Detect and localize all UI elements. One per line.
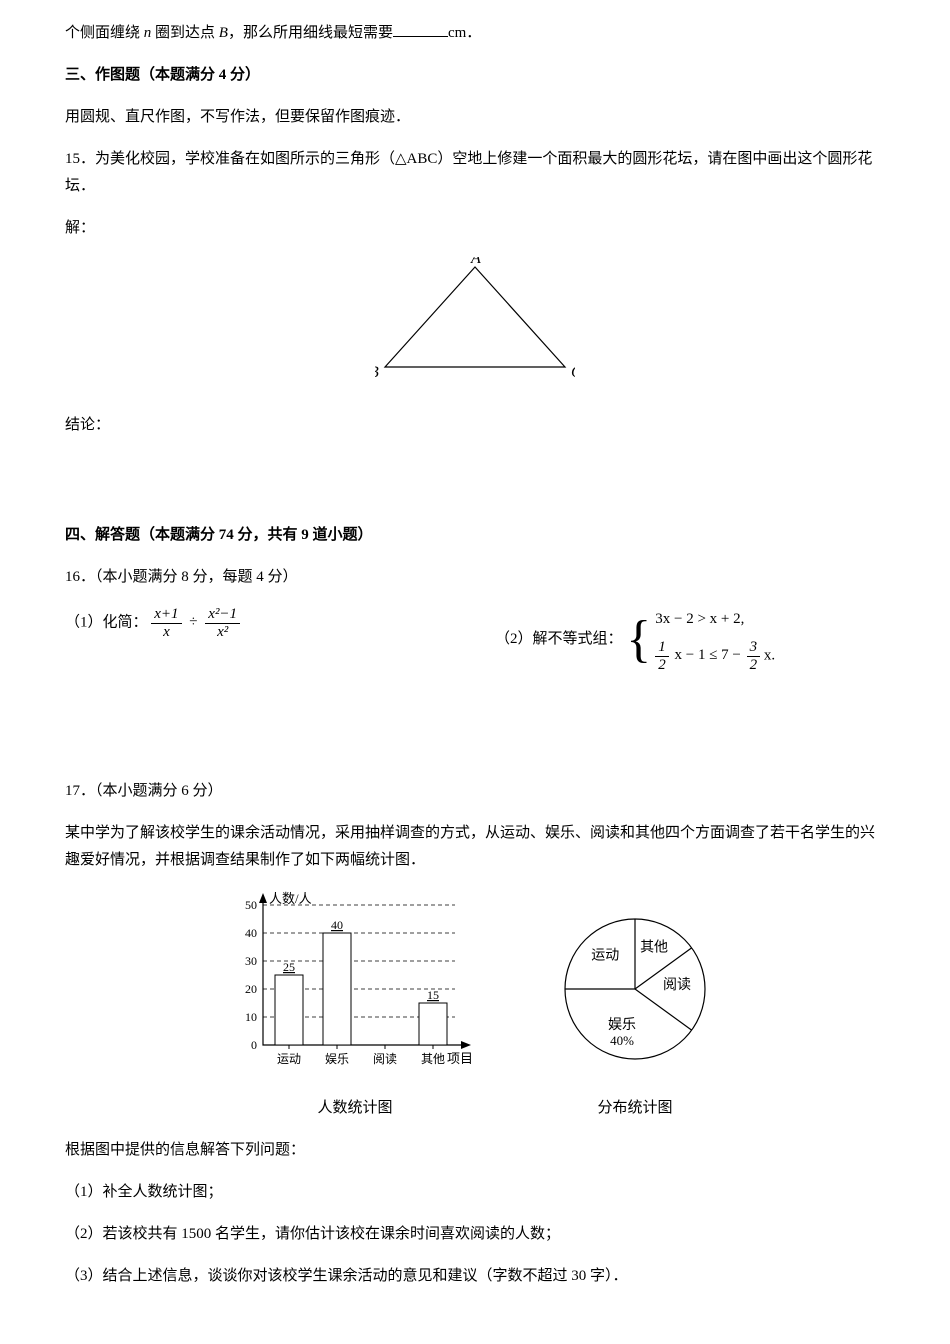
pie-chart-svg: 其他阅读娱乐40% 运动 — [545, 899, 725, 1079]
bar-caption: 人数统计图 — [225, 1095, 485, 1122]
q17-after: 根据图中提供的信息解答下列问题： — [65, 1137, 885, 1164]
svg-text:40: 40 — [331, 918, 343, 932]
svg-text:阅读: 阅读 — [663, 976, 691, 993]
frag-unit: cm． — [448, 25, 481, 41]
charts-row: 0102030405025运动40娱乐阅读15其他人数/人项目 人数统计图 其他… — [65, 889, 885, 1122]
q16-head: 16．（本小题满分 8 分，每题 4 分） — [65, 564, 885, 591]
p1-frac2-den: x² — [205, 624, 240, 641]
ineq2-tail: x. — [764, 647, 775, 663]
section3-title: 三、作图题（本题满分 4 分） — [65, 62, 885, 89]
q15a: 15．为美化校园，学校准备在如图所示的三角形（ — [65, 151, 395, 167]
svg-text:其他: 其他 — [421, 1052, 445, 1066]
svg-text:10: 10 — [245, 1010, 257, 1024]
p1-label: （1）化简： — [65, 614, 148, 630]
q17-s2: （2）若该校共有 1500 名学生，请你估计该校在课余时间喜欢阅读的人数； — [65, 1221, 885, 1248]
p1-frac1-num: x+1 — [151, 606, 181, 624]
svg-text:娱乐: 娱乐 — [325, 1052, 349, 1066]
svg-text:运动: 运动 — [591, 947, 619, 963]
blank-fill — [393, 21, 448, 37]
q15-answer-label: 解： — [65, 215, 885, 242]
spacer2 — [65, 673, 885, 763]
q17-s1: （1）补全人数统计图； — [65, 1179, 885, 1206]
svg-text:15: 15 — [427, 988, 439, 1002]
q17-s3: （3）结合上述信息，谈谈你对该校学生课余活动的意见和建议（字数不超过 30 字）… — [65, 1263, 885, 1290]
svg-text:娱乐: 娱乐 — [608, 1017, 636, 1033]
svg-text:人数/人: 人数/人 — [269, 891, 312, 906]
p1-div: ÷ — [185, 614, 201, 630]
section4-title: 四、解答题（本题满分 74 分，共有 9 道小题） — [65, 522, 885, 549]
q16-part2: （2）解不等式组： { 3x − 2 > x + 2, 1 2 x − 1 ≤ … — [495, 606, 885, 673]
q15-text: 15．为美化校园，学校准备在如图所示的三角形（△ABC）空地上修建一个面积最大的… — [65, 146, 885, 200]
ineq2-f2-den: 2 — [747, 657, 761, 674]
pie-caption: 分布统计图 — [545, 1095, 725, 1122]
ineq2-f1-num: 1 — [655, 639, 669, 657]
svg-text:50: 50 — [245, 898, 257, 912]
svg-text:30: 30 — [245, 954, 257, 968]
q16-two-col: （1）化简： x+1 x ÷ x²−1 x² （2）解不等式组： { 3x − … — [65, 606, 885, 673]
q17-para: 某中学为了解该校学生的课余活动情况，采用抽样调查的方式，从运动、娱乐、阅读和其他… — [65, 820, 885, 874]
ineq2-f1: 1 2 — [655, 639, 669, 673]
ineq2-f2-num: 3 — [747, 639, 761, 657]
frag-mid: 圈到达点 — [151, 25, 219, 41]
ineq2-f2: 3 2 — [747, 639, 761, 673]
triangle-svg: A B C — [375, 257, 575, 387]
svg-text:40: 40 — [245, 926, 257, 940]
ineq-lines: 3x − 2 > x + 2, 1 2 x − 1 ≤ 7 − 3 2 x. — [655, 606, 775, 673]
svg-text:20: 20 — [245, 982, 257, 996]
svg-text:40%: 40% — [610, 1033, 634, 1048]
brace-icon: { — [626, 614, 651, 666]
pie-chart-box: 其他阅读娱乐40% 运动 分布统计图 — [545, 899, 725, 1122]
ineq1: 3x − 2 > x + 2, — [655, 606, 775, 633]
q17-head: 17．（本小题满分 6 分） — [65, 778, 885, 805]
frag-pre: 个侧面缠绕 — [65, 25, 144, 41]
bar-chart-box: 0 10 20 30 40 50 25 运动 40 娱乐 阅读 15 其他 人数/人项目 人数统计图 — [225, 889, 485, 1122]
svg-text:项目: 项目 — [447, 1051, 473, 1066]
section3-rule: 用圆规、直尺作图，不写作法，但要保留作图痕迹． — [65, 104, 885, 131]
p1-frac1-den: x — [151, 624, 181, 641]
ineq2-f1-den: 2 — [655, 657, 669, 674]
p2-label: （2）解不等式组： — [495, 631, 623, 647]
fragment-line: 个侧面缠绕 n 圈到达点 B，那么所用细线最短需要cm． — [65, 20, 885, 47]
svg-text:25: 25 — [283, 960, 295, 974]
q16-part1: （1）化简： x+1 x ÷ x²−1 x² — [65, 606, 455, 673]
spacer1 — [65, 454, 885, 514]
ineq-system: { 3x − 2 > x + 2, 1 2 x − 1 ≤ 7 − 3 2 x. — [626, 606, 775, 673]
svg-text:C: C — [571, 364, 575, 381]
ineq2: 1 2 x − 1 ≤ 7 − 3 2 x. — [655, 639, 775, 673]
p1-frac1: x+1 x — [151, 606, 181, 640]
svg-text:运动: 运动 — [277, 1052, 301, 1066]
p1-frac2: x²−1 x² — [205, 606, 240, 640]
p1-frac2-num: x²−1 — [205, 606, 240, 624]
svg-text:B: B — [375, 364, 379, 381]
svg-text:其他: 其他 — [640, 940, 668, 956]
ineq2-mid: x − 1 ≤ 7 − — [672, 647, 742, 663]
triangle-figure: A B C — [65, 257, 885, 397]
svg-text:阅读: 阅读 — [373, 1052, 397, 1066]
bar-chart-svg: 0 10 20 30 40 50 25 运动 40 娱乐 阅读 15 其他 人数/人项目 — [225, 889, 485, 1079]
q15-conclusion-label: 结论： — [65, 412, 885, 439]
frag-post1: ，那么所用细线最短需要 — [228, 25, 393, 41]
frag-B: B — [219, 25, 228, 41]
q15-tri: △ABC — [395, 151, 437, 167]
svg-text:A: A — [470, 257, 481, 267]
svg-text:0: 0 — [251, 1038, 257, 1052]
